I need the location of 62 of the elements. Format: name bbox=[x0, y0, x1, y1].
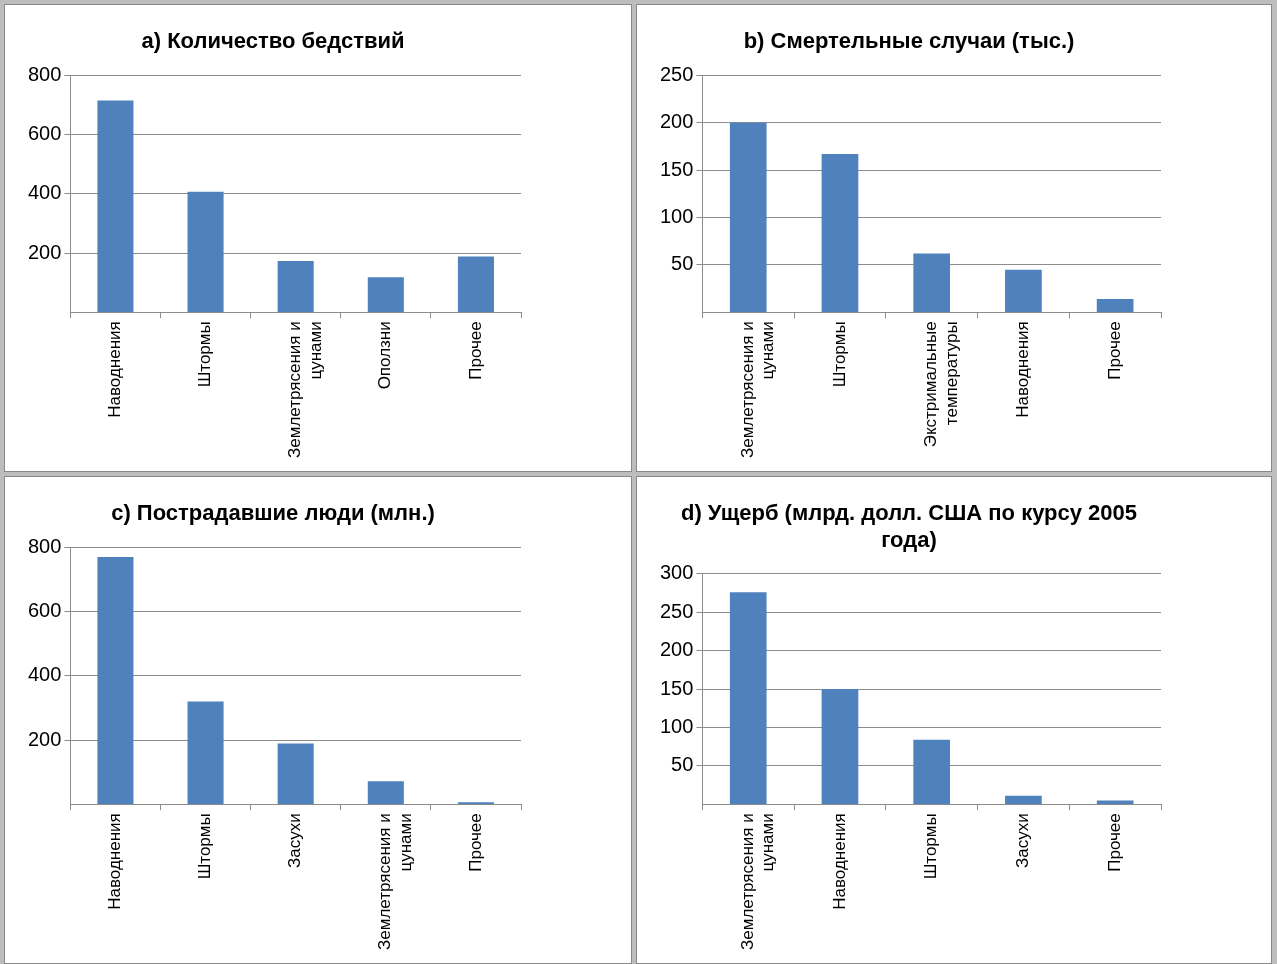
x-tick-label: Засухи bbox=[285, 813, 305, 868]
y-tick-label: 400 bbox=[27, 663, 62, 686]
bar bbox=[367, 781, 404, 805]
y-tick-label: 200 bbox=[659, 638, 694, 661]
y-tick-label: 400 bbox=[27, 181, 62, 204]
bar bbox=[729, 592, 767, 805]
bar bbox=[1005, 795, 1042, 805]
y-tick-label: 50 bbox=[671, 252, 694, 275]
y-tick-label: 200 bbox=[27, 240, 62, 263]
bar bbox=[277, 261, 314, 313]
bar bbox=[1005, 269, 1042, 313]
y-tick-label: 250 bbox=[659, 62, 694, 85]
y-tick-label: 100 bbox=[659, 205, 694, 228]
x-tick-label: Наводнения bbox=[1013, 321, 1033, 418]
chart-title: a) Количество бедствий bbox=[141, 28, 405, 54]
bar bbox=[821, 154, 859, 313]
y-tick-label: 200 bbox=[659, 110, 694, 133]
bar bbox=[1096, 299, 1134, 313]
bar bbox=[97, 557, 134, 805]
bar bbox=[729, 122, 767, 313]
x-tick-label: Экстримальные температуры bbox=[921, 321, 961, 448]
x-tick-label: Наводнения bbox=[829, 813, 849, 910]
bar bbox=[913, 253, 951, 313]
x-tick-label: Штормы bbox=[829, 321, 849, 388]
y-tick-label: 100 bbox=[659, 714, 694, 737]
y-tick-label: 800 bbox=[27, 62, 62, 85]
x-tick-label: Прочее bbox=[1104, 813, 1124, 872]
x-tick-label: Штормы bbox=[195, 321, 215, 388]
y-tick-label: 150 bbox=[659, 157, 694, 180]
y-tick-label: 600 bbox=[27, 599, 62, 622]
x-tick-label: Прочее bbox=[1104, 321, 1124, 380]
x-tick-label: Прочее bbox=[465, 321, 485, 380]
chart-title: d) Ущерб (млрд. долл. США по курсу 2005 года) bbox=[680, 500, 1138, 552]
y-tick-label: 300 bbox=[659, 561, 694, 584]
x-tick-label: Наводнения bbox=[105, 813, 125, 910]
bar bbox=[367, 277, 404, 313]
bar bbox=[457, 256, 494, 313]
y-tick-label: 800 bbox=[27, 534, 62, 557]
x-tick-label: Наводнения bbox=[105, 321, 125, 418]
x-tick-label: Землетрясения и цунами bbox=[375, 813, 415, 951]
x-tick-label: Прочее bbox=[465, 813, 485, 872]
x-tick-label: Оползни bbox=[375, 321, 395, 390]
bar bbox=[277, 743, 314, 805]
chart-title: b) Смертельные случаи (тыс.) bbox=[743, 28, 1075, 54]
y-tick-label: 50 bbox=[671, 753, 694, 776]
chart-title: c) Пострадавшие люди (млн.) bbox=[111, 500, 435, 526]
x-tick-label: Штормы bbox=[195, 813, 215, 880]
bar bbox=[1096, 800, 1134, 805]
x-tick-label: Землетрясения и цунами bbox=[285, 321, 325, 459]
x-tick-label: Землетрясения и цунами bbox=[737, 321, 778, 459]
x-tick-label: Штормы bbox=[921, 813, 941, 880]
bar bbox=[913, 739, 951, 805]
x-tick-label: Землетрясения и цунами bbox=[737, 813, 778, 951]
y-tick-label: 200 bbox=[27, 727, 62, 750]
bar bbox=[187, 701, 224, 805]
bar bbox=[187, 191, 224, 313]
bar bbox=[821, 689, 859, 805]
y-tick-label: 250 bbox=[659, 599, 694, 622]
bar bbox=[97, 100, 134, 313]
y-tick-label: 150 bbox=[659, 676, 694, 699]
y-tick-label: 600 bbox=[27, 122, 62, 145]
x-tick-label: Засухи bbox=[1013, 813, 1033, 868]
